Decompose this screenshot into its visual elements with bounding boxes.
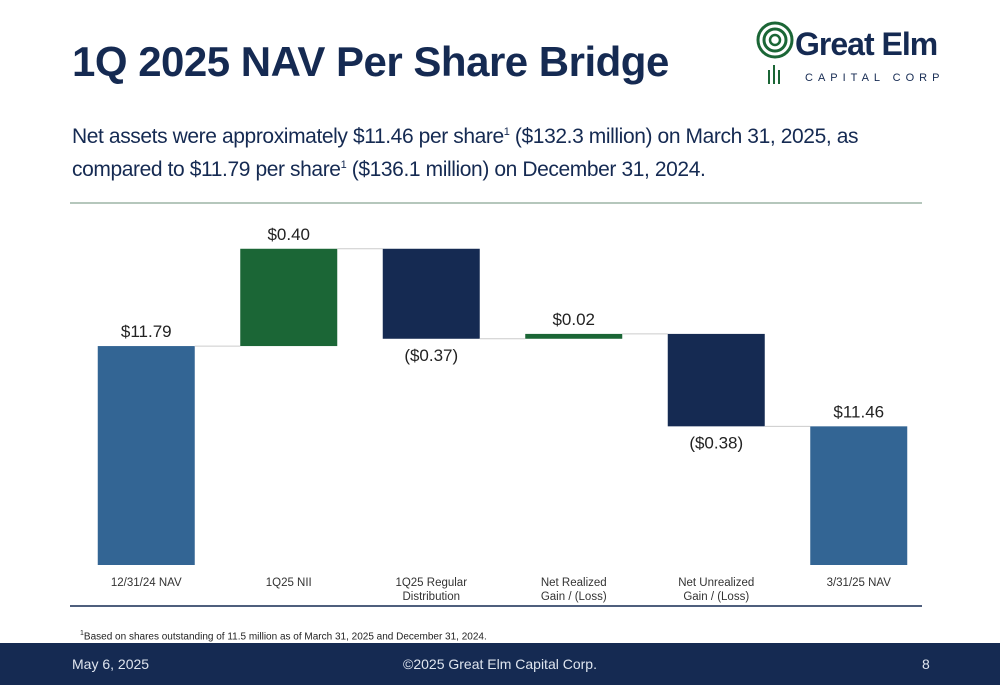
- page-number: 8: [922, 656, 930, 672]
- bar: [525, 333, 623, 339]
- value-label: $11.79: [121, 322, 172, 341]
- subtitle-text: ($132.3 million) on March 31, 2025, as c…: [72, 125, 859, 181]
- logo-icon: [756, 21, 794, 84]
- category-label: 1Q25 NII: [265, 577, 312, 589]
- footnote-text: Based on shares outstanding of 11.5 mill…: [83, 631, 487, 643]
- logo-name: Great Elm: [795, 26, 938, 62]
- footer: May 6, 2025 ©2025 Great Elm Capital Corp…: [0, 643, 1000, 685]
- chart: $11.79 $0.40 ($0.37) $0.02 ($0.38) $11.46: [70, 202, 922, 607]
- subtitle-text: ($136.1 million) on December 31, 2024.: [346, 158, 706, 181]
- category-label: 3/31/25 NAV: [826, 577, 891, 589]
- footnote: 1Based on shares outstanding of 11.5 mil…: [80, 630, 487, 642]
- footnote-mark: 1: [80, 630, 84, 637]
- superscript: 1: [340, 159, 347, 171]
- logo: Great Elm CAPITAL CORP: [755, 20, 945, 90]
- value-label: ($0.37): [404, 346, 458, 365]
- footer-copyright: ©2025 Great Elm Capital Corp.: [403, 656, 597, 672]
- subtitle-text: Net assets were approximately $11.46 per…: [72, 125, 504, 148]
- value-label: $11.46: [833, 402, 884, 421]
- category-label: Net Unrealized Gain / (Loss): [678, 577, 755, 603]
- value-label: $0.40: [267, 225, 310, 244]
- category-label: 12/31/24 NAV: [110, 577, 182, 589]
- bar: [240, 248, 338, 347]
- bar: [382, 248, 480, 339]
- category-label: 1Q25 Regular Distribution: [395, 577, 468, 603]
- bar: [810, 426, 908, 565]
- title: 1Q 2025 NAV Per Share Bridge: [72, 38, 669, 85]
- subtitle: Net assets were approximately $11.46 per…: [72, 118, 912, 184]
- value-label: ($0.38): [689, 433, 743, 452]
- value-label: $0.02: [552, 310, 595, 329]
- category-label: Net Realized Gain / (Loss): [540, 577, 607, 603]
- bar: [667, 333, 765, 427]
- logo-sub: CAPITAL CORP: [805, 72, 945, 84]
- footer-date: May 6, 2025: [72, 656, 150, 672]
- bar: [97, 346, 195, 565]
- superscript: 1: [503, 126, 510, 138]
